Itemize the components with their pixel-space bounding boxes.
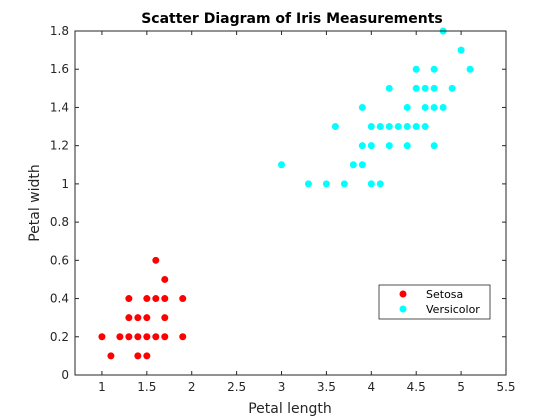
y-tick-label: 1.6	[50, 62, 69, 76]
data-point-setosa	[161, 314, 169, 322]
data-point-versicolor	[403, 103, 411, 111]
y-tick-label: 1	[61, 177, 69, 191]
data-point-versicolor	[412, 65, 420, 73]
data-point-versicolor	[430, 84, 438, 92]
data-point-versicolor	[448, 84, 456, 92]
data-point-versicolor	[403, 142, 411, 150]
data-point-versicolor	[421, 123, 429, 131]
data-point-setosa	[125, 314, 133, 322]
data-point-setosa	[161, 333, 169, 341]
data-point-versicolor	[322, 180, 330, 188]
data-point-setosa	[179, 295, 187, 303]
data-point-versicolor	[466, 65, 474, 73]
data-point-versicolor	[367, 123, 375, 131]
legend-box	[378, 284, 491, 320]
data-point-setosa	[116, 333, 124, 341]
plot-area	[75, 31, 506, 375]
y-tick-label: 0.4	[50, 292, 69, 306]
data-point-versicolor	[412, 84, 420, 92]
y-tick-label: 0.8	[50, 215, 69, 229]
data-point-versicolor	[358, 161, 366, 169]
x-tick-label: 2.5	[227, 380, 246, 394]
data-point-versicolor	[421, 84, 429, 92]
y-axis-label: Petal width	[27, 164, 43, 242]
data-point-setosa	[134, 314, 142, 322]
data-point-versicolor	[304, 180, 312, 188]
data-point-setosa	[161, 275, 169, 283]
x-tick-label: 5.5	[496, 380, 515, 394]
data-point-setosa	[143, 295, 151, 303]
data-point-setosa	[143, 314, 151, 322]
y-tick-label: 1.4	[50, 100, 69, 114]
legend-label-versicolor: Versicolor	[426, 303, 480, 316]
data-point-versicolor	[367, 180, 375, 188]
data-point-versicolor	[340, 180, 348, 188]
x-tick-label: 3.5	[317, 380, 336, 394]
series-versicolor	[278, 27, 474, 188]
data-point-setosa	[98, 333, 106, 341]
data-point-versicolor	[331, 123, 339, 131]
data-point-versicolor	[385, 123, 393, 131]
y-tick-label: 1.8	[50, 24, 69, 38]
data-point-versicolor	[349, 161, 357, 169]
legend-marker-setosa	[399, 290, 407, 298]
x-tick-label: 1.5	[137, 380, 156, 394]
y-tick-label: 0	[61, 368, 69, 382]
data-point-setosa	[125, 333, 133, 341]
data-point-versicolor	[367, 142, 375, 150]
points-layer	[98, 27, 474, 360]
legend: Setosa Versicolor	[378, 284, 491, 320]
data-point-versicolor	[457, 46, 465, 54]
data-point-versicolor	[430, 65, 438, 73]
chart-title: Scatter Diagram of Iris Measurements	[141, 11, 443, 27]
legend-marker-versicolor	[399, 305, 407, 313]
ticks-layer: 1 1.5 2 2.5 3 3.5 4 4.5 5 5.5 0 0.2 0.4 0.6 0.8 1 1.2 1.4…	[50, 24, 516, 394]
data-point-versicolor	[403, 123, 411, 131]
data-point-setosa	[125, 295, 133, 303]
data-point-versicolor	[358, 103, 366, 111]
data-point-setosa	[161, 295, 169, 303]
data-point-setosa	[152, 295, 160, 303]
legend-label-setosa: Setosa	[426, 288, 463, 301]
data-point-setosa	[143, 352, 151, 360]
plot-frame	[74, 30, 507, 376]
y-tick-label: 1.2	[50, 139, 69, 153]
series-setosa	[98, 256, 187, 360]
data-point-versicolor	[430, 142, 438, 150]
y-tick-label: 0.2	[50, 330, 69, 344]
data-point-versicolor	[385, 142, 393, 150]
x-axis-label: Petal length	[248, 401, 332, 417]
data-point-versicolor	[278, 161, 286, 169]
data-point-versicolor	[421, 103, 429, 111]
data-point-versicolor	[376, 123, 384, 131]
y-tick-label: 0.6	[50, 253, 69, 267]
data-point-setosa	[134, 333, 142, 341]
data-point-setosa	[143, 333, 151, 341]
x-tick-label: 4	[367, 380, 375, 394]
data-point-versicolor	[439, 103, 447, 111]
data-point-versicolor	[412, 123, 420, 131]
data-point-setosa	[152, 333, 160, 341]
data-point-setosa	[107, 352, 115, 360]
data-point-setosa	[134, 352, 142, 360]
data-point-setosa	[152, 256, 160, 264]
data-point-versicolor	[358, 142, 366, 150]
x-tick-label: 2	[188, 380, 196, 394]
data-point-versicolor	[394, 123, 402, 131]
x-tick-label: 4.5	[407, 380, 426, 394]
data-point-setosa	[179, 333, 187, 341]
x-tick-label: 3	[278, 380, 286, 394]
data-point-versicolor	[385, 84, 393, 92]
x-tick-label: 1	[98, 380, 106, 394]
x-tick-label: 5	[457, 380, 465, 394]
data-point-versicolor	[430, 103, 438, 111]
data-point-versicolor	[376, 180, 384, 188]
